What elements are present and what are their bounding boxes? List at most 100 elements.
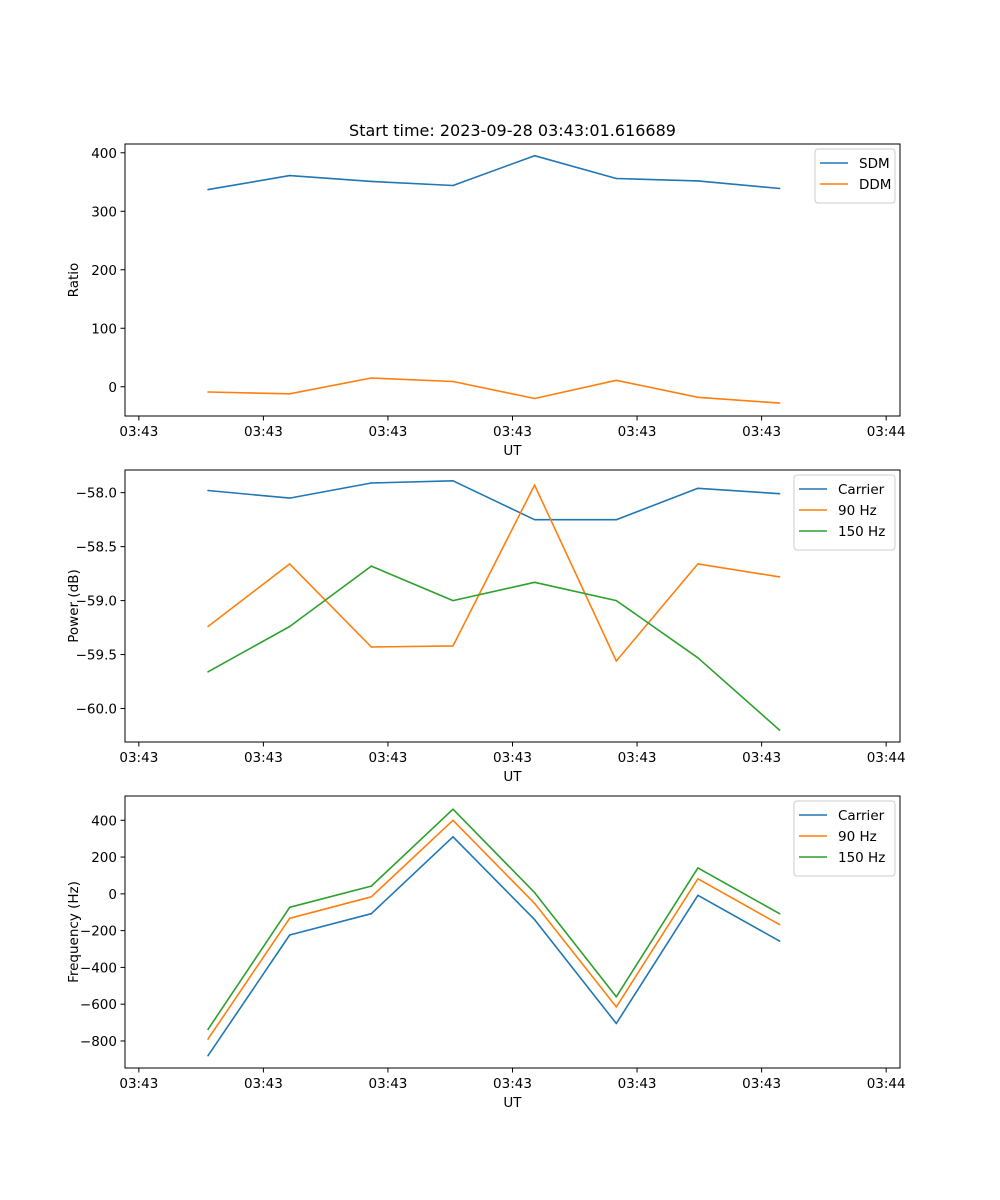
frequency-y-tick-label: 0	[108, 887, 117, 903]
frequency-data-point	[615, 996, 618, 998]
frequency-y-axis-label: Frequency (Hz)	[66, 881, 82, 983]
power-legend-label: 150 Hz	[838, 524, 885, 540]
power-plot-area	[125, 470, 900, 742]
power-y-tick-label: −58.0	[76, 486, 117, 502]
ratio-data-point	[533, 154, 536, 157]
ratio-x-tick-label: 03:43	[618, 424, 657, 440]
power-data-point	[697, 657, 699, 659]
frequency-data-point	[615, 1022, 618, 1025]
power-data-point	[697, 563, 699, 565]
ratio-legend-label: SDM	[859, 156, 890, 172]
frequency-y-tick-label: −800	[80, 1034, 117, 1050]
frequency-data-point	[207, 1054, 209, 1057]
frequency-x-tick-label: 03:43	[368, 1076, 407, 1092]
frequency-data-point	[697, 894, 699, 897]
ratio-data-point	[697, 396, 699, 399]
frequency-series-150-hz-line	[207, 808, 780, 1030]
frequency-legend-label: 90 Hz	[838, 829, 877, 845]
frequency-x-tick-label: 03:43	[618, 1076, 657, 1092]
ratio-data-point	[452, 380, 454, 383]
power-series-150-hz-line	[207, 565, 781, 731]
power-x-tick-label: 03:43	[618, 750, 657, 766]
power-y-tick-label: −58.5	[76, 540, 117, 556]
ratio-data-point	[207, 391, 209, 393]
power-data-point	[615, 599, 618, 602]
power-data-point	[778, 576, 781, 578]
ratio-x-axis-label: UT	[503, 443, 522, 459]
frequency-y-tick-label: −200	[80, 924, 117, 940]
ratio-y-axis-label: Ratio	[66, 263, 82, 298]
frequency-data-point	[452, 819, 454, 822]
ratio-data-point	[778, 187, 781, 190]
ratio-legend: SDM DDM	[814, 148, 896, 204]
power-x-tick-label: 03:43	[368, 750, 407, 766]
power-y-tick-label: −59.0	[76, 594, 117, 610]
frequency-data-point	[370, 885, 373, 887]
frequency-data-point	[288, 906, 291, 909]
power-data-point	[207, 625, 209, 628]
frequency-data-point	[778, 912, 781, 915]
frequency-data-point	[452, 836, 454, 838]
frequency-series-90-hz-line	[207, 819, 780, 1040]
frequency-data-point	[370, 912, 373, 915]
frequency-x-tick-label: 03:43	[119, 1076, 158, 1092]
ratio-series-ddm-line	[207, 377, 780, 404]
power-axes-frame	[124, 469, 901, 743]
ratio-data-point	[288, 392, 291, 395]
frequency-data-point	[778, 940, 781, 942]
power-x-tick-label: 03:43	[493, 750, 532, 766]
ratio-y-tick-label: 100	[91, 321, 117, 337]
ratio-x-tick-label: 03:43	[493, 424, 532, 440]
ratio-data-point	[370, 180, 373, 183]
ratio-x-tick-label: 03:43	[119, 424, 158, 440]
power-data-point	[452, 479, 454, 482]
frequency-y-tick-label: −600	[80, 997, 117, 1013]
frequency-axes-frame	[124, 795, 901, 1069]
power-series-90-hz-line	[207, 484, 780, 662]
frequency-data-point	[533, 891, 536, 894]
ratio-legend-label: DDM	[859, 177, 891, 193]
frequency-series-carrier-line	[207, 835, 780, 1057]
frequency-data-point	[207, 1038, 209, 1040]
frequency-data-point	[288, 917, 291, 920]
ratio-x-tick-label: 03:43	[368, 424, 407, 440]
ratio-axes-frame	[124, 143, 901, 417]
frequency-y-tick-label: 400	[91, 813, 117, 829]
power-series-carrier-line	[207, 479, 780, 521]
ratio-x-tick-label: 03:43	[742, 424, 781, 440]
figure-title: Start time: 2023-09-28 03:43:01.616689	[349, 121, 676, 140]
power-data-point	[207, 671, 209, 673]
ratio-data-point	[207, 188, 209, 191]
ratio-data-point	[370, 377, 373, 379]
power-x-tick-label: 03:43	[244, 750, 283, 766]
power-x-tick-label: 03:43	[119, 750, 158, 766]
power-y-tick-label: −60.0	[76, 702, 117, 718]
power-data-point	[697, 487, 699, 490]
ratio-data-point	[452, 184, 454, 187]
power-data-point	[778, 729, 781, 731]
ratio-series-sdm-line	[207, 154, 780, 191]
ratio-y-tick-label: 0	[108, 380, 117, 396]
panel-ratio: 03:43 03:43 03:43 03:43 03:43 03:43 03:44 0 100 2…	[66, 143, 906, 459]
frequency-data-point	[533, 902, 536, 905]
ratio-y-tick-label: 200	[91, 263, 117, 279]
power-x-tick-label: 03:43	[742, 750, 781, 766]
power-legend: Carrier 90 Hz 150 Hz	[793, 474, 896, 551]
power-data-point	[288, 563, 291, 565]
frequency-data-point	[288, 934, 291, 936]
panel-power: 03:43 03:43 03:43 03:43 03:43 03:43 03:44 −58.0…	[66, 469, 906, 785]
frequency-data-point	[452, 808, 454, 811]
power-data-point	[207, 489, 209, 492]
power-data-point	[615, 518, 618, 521]
ratio-data-point	[615, 379, 618, 382]
frequency-y-tick-label: 200	[91, 850, 117, 866]
ratio-y-tick-label: 400	[91, 146, 117, 162]
power-data-point	[452, 599, 454, 602]
ratio-data-point	[615, 177, 618, 180]
power-data-point	[533, 484, 536, 486]
frequency-y-tick-label: −400	[80, 960, 117, 976]
frequency-plot-area	[125, 796, 900, 1068]
power-data-point	[533, 518, 536, 521]
power-data-point	[452, 645, 454, 647]
